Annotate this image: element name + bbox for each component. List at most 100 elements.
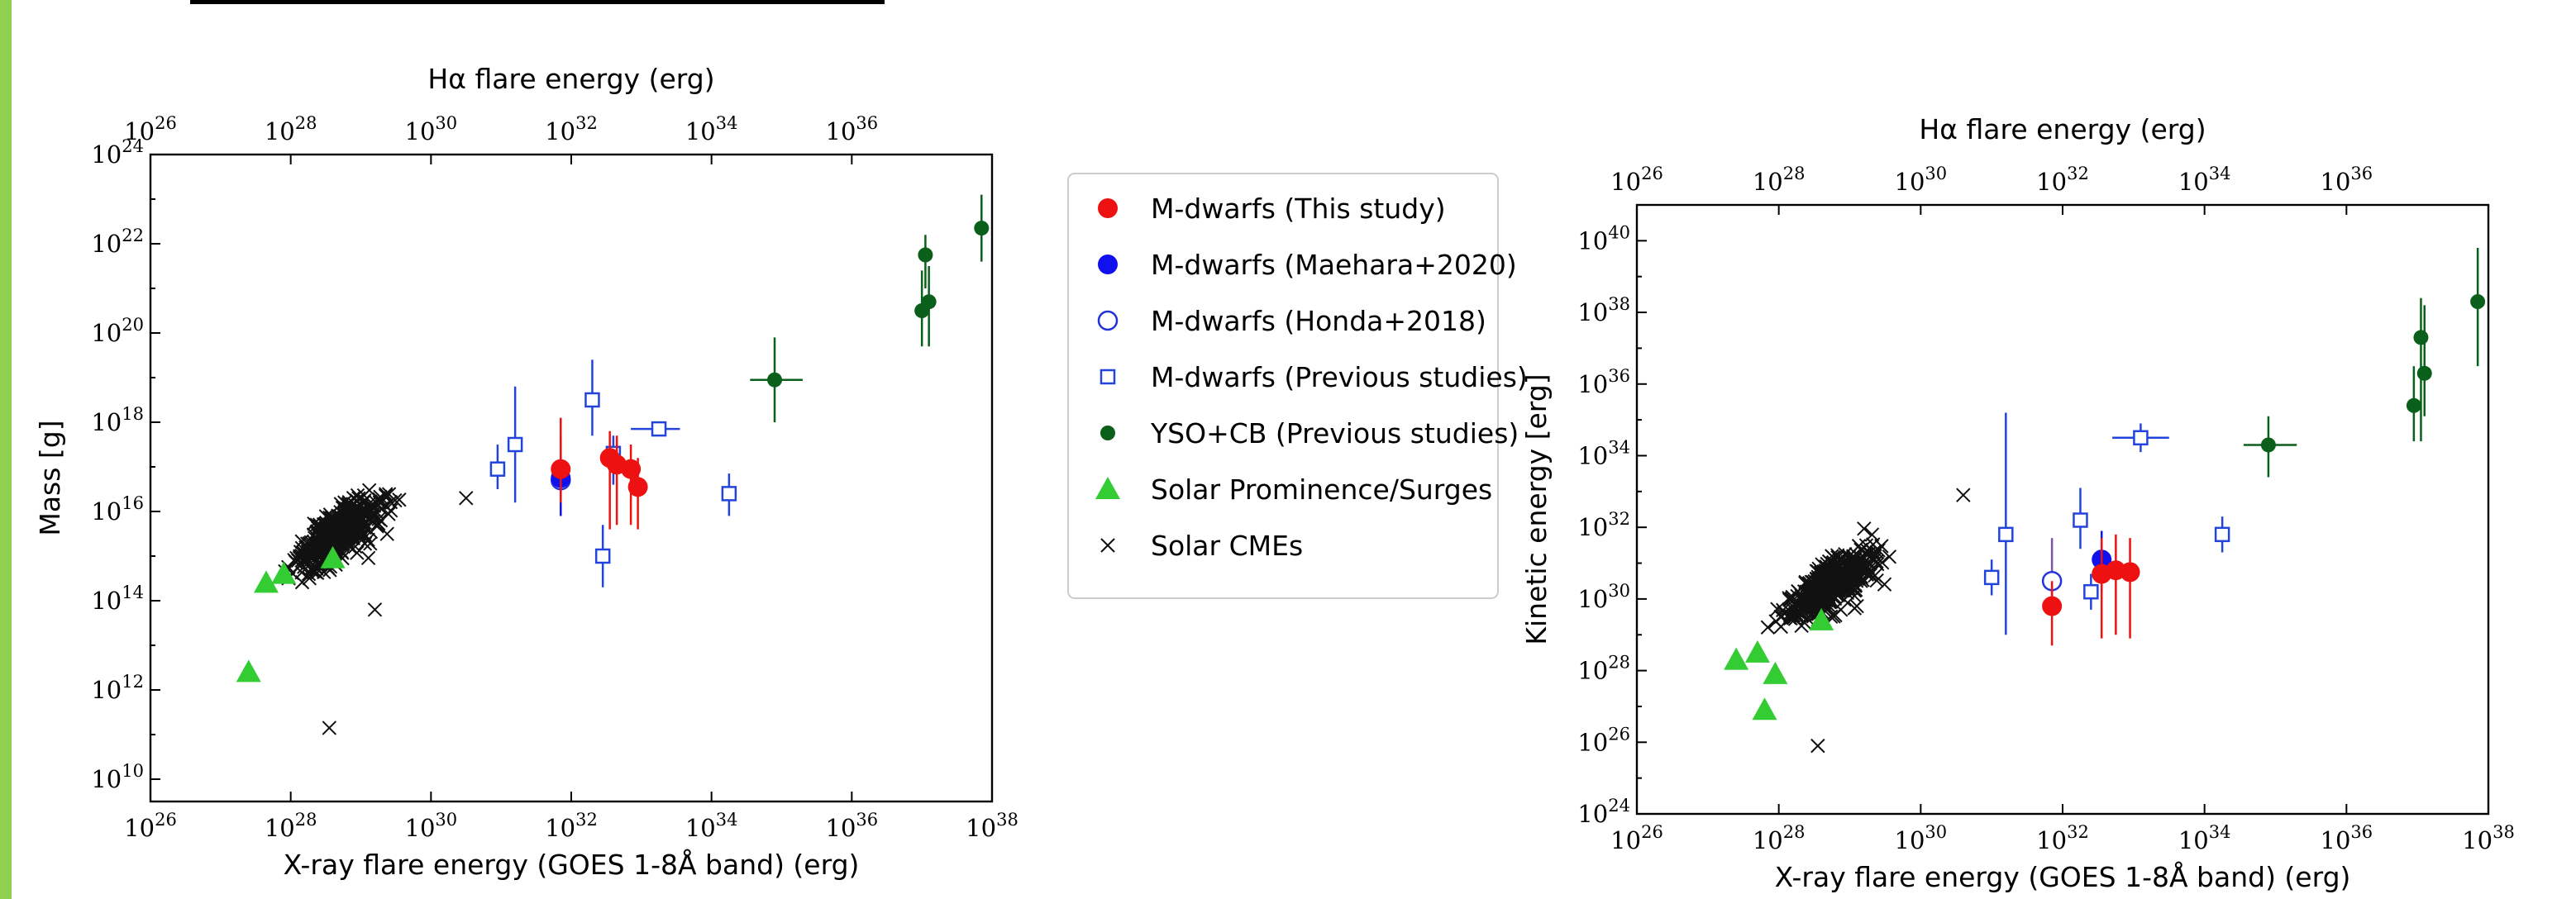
previous-study-point — [721, 486, 737, 502]
cme-point — [312, 517, 327, 532]
y-tick-label: 1020 — [91, 315, 144, 347]
x-tick-label: 1036 — [826, 810, 879, 842]
previous-study-point — [507, 436, 523, 453]
cme-point — [1868, 568, 1882, 583]
x2-tick-label: 1030 — [1895, 164, 1948, 196]
y-axis-label: Kinetic energy [erg] — [1520, 373, 1553, 645]
y-tick-label: 1010 — [91, 761, 144, 793]
x2-tick-label: 1030 — [405, 113, 458, 145]
prominence-point — [1744, 640, 1770, 663]
cme-point — [1956, 488, 1971, 502]
y-tick-label: 1024 — [1577, 796, 1630, 828]
x2-tick-label: 1034 — [2178, 164, 2231, 196]
this-study-point — [2120, 562, 2140, 583]
cme-point — [341, 520, 356, 535]
cme-point — [373, 489, 388, 505]
cme-point — [1803, 583, 1819, 599]
cme-point — [1816, 593, 1832, 608]
cme-point — [1760, 620, 1776, 635]
yso-point — [918, 247, 933, 263]
x2-tick-label: 1028 — [265, 113, 317, 145]
previous-study-point — [489, 461, 506, 477]
legend-marker-filled-circle — [1098, 254, 1118, 274]
yso-point — [2406, 397, 2421, 413]
yso-point — [2260, 437, 2276, 453]
this-study-point — [621, 459, 642, 479]
cme-point — [1851, 569, 1866, 585]
y-tick-label: 1022 — [91, 226, 144, 258]
y-axis-label: Mass [g] — [34, 420, 66, 535]
previous-study-point — [2083, 583, 2099, 600]
mass-plot: 1026 1028 1030 1032 1034 1036 1038 1026 1028 1030… — [34, 63, 1018, 881]
y-tick-label: 1030 — [1577, 581, 1630, 613]
x2-axis-label: Hα flare energy (erg) — [1919, 113, 2206, 145]
y-tick-label: 1038 — [1577, 294, 1630, 326]
x-tick-label: 1030 — [405, 810, 458, 842]
x-tick-label: 1038 — [966, 810, 1018, 842]
x-tick-label: 1034 — [685, 810, 738, 842]
this-study-point — [2042, 596, 2063, 616]
cme-point — [1799, 611, 1815, 625]
yso-point — [2416, 365, 2432, 381]
cme-point — [370, 519, 384, 534]
cme-point — [1840, 573, 1855, 588]
cme-point — [367, 602, 383, 617]
y-tick-label: 1028 — [1577, 653, 1630, 685]
cme-point — [1844, 558, 1860, 573]
cme-point — [355, 526, 370, 541]
legend: M-dwarfs (This study) M-dwarfs (Maehara+2… — [1067, 173, 1528, 599]
x2-tick-label: 1036 — [826, 113, 879, 145]
cme-point — [360, 550, 376, 566]
cme-point — [459, 491, 474, 506]
cme-point — [1838, 563, 1853, 578]
cme-point — [1776, 602, 1791, 618]
cme-point — [1874, 539, 1889, 554]
cme-point — [379, 526, 394, 541]
y-tick-label: 1024 — [91, 136, 144, 169]
x2-tick-label: 1036 — [2321, 164, 2373, 196]
x-tick-label: 1032 — [545, 810, 598, 842]
yso-point — [2470, 294, 2486, 310]
cme-point — [1801, 587, 1817, 602]
cme-point — [1784, 591, 1800, 606]
cme-point — [1821, 592, 1837, 608]
legend-label: Solar Prominence/Surges — [1151, 473, 1492, 506]
x-axis-label: X-ray flare energy (GOES 1-8Å band) (erg… — [1775, 860, 2351, 893]
this-study-point — [551, 459, 571, 479]
x-tick-label: 1028 — [1753, 822, 1806, 854]
legend-marker-triangle — [1095, 477, 1120, 499]
cme-point — [299, 545, 315, 560]
legend-label: M-dwarfs (Maehara+2020) — [1151, 249, 1517, 281]
cme-point — [334, 516, 349, 532]
x-tick-label: 1038 — [2462, 822, 2515, 854]
legend-label: M-dwarfs (This study) — [1151, 193, 1446, 225]
y-tick-label: 1014 — [91, 583, 144, 615]
cme-point — [326, 534, 341, 549]
cme-point — [1831, 577, 1847, 592]
x2-tick-label: 1034 — [685, 113, 738, 145]
cme-point — [314, 535, 329, 551]
previous-study-point — [2214, 526, 2230, 543]
x2-tick-label: 1026 — [124, 113, 177, 145]
legend-marker-open-circle — [1097, 310, 1119, 331]
prominence-point — [1724, 647, 1749, 670]
prominence-point — [1752, 697, 1777, 721]
legend-marker-x — [1100, 538, 1115, 553]
x2-axis-label: Hα flare energy (erg) — [427, 63, 714, 95]
legend-marker-open-square — [1100, 369, 1116, 385]
cme-point — [309, 517, 324, 532]
x2-tick-label: 1032 — [545, 113, 598, 145]
prominence-point — [271, 561, 297, 584]
cme-point — [356, 488, 372, 503]
y-tick-label: 1040 — [1577, 222, 1630, 254]
cme-point — [1832, 570, 1847, 586]
y-tick-label: 1018 — [91, 404, 144, 436]
y-tick-label: 1034 — [1577, 437, 1630, 469]
cme-point — [1787, 611, 1803, 626]
previous-study-point — [2073, 512, 2088, 528]
cme-point — [1882, 549, 1897, 564]
plot-marks — [1724, 248, 2486, 754]
x2-tick-label: 1026 — [1610, 164, 1663, 196]
x-axis-label: X-ray flare energy (GOES 1-8Å band) (erg… — [284, 848, 860, 881]
cme-point — [1814, 581, 1829, 596]
